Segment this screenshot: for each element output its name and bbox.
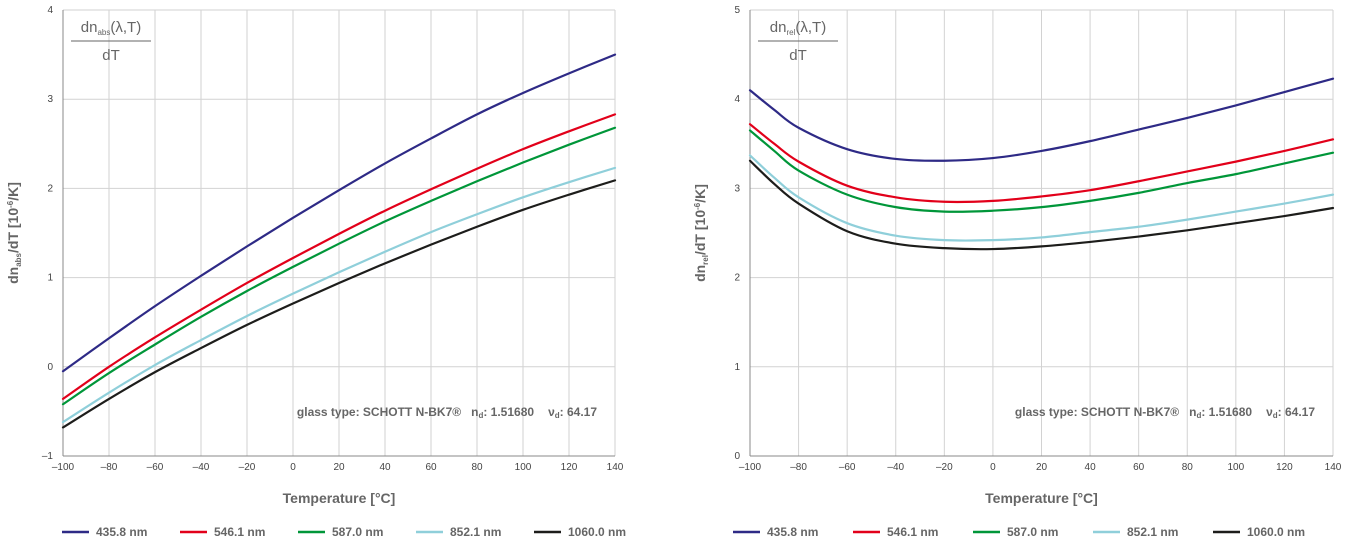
chart-panel-1: –100 –80 –60 –40 –20 0 20 40 60 80 100 120 140 –1 0 1 2 3… (5, 5, 626, 539)
legend-label-3: 587.0 nm (332, 525, 383, 539)
x-tick-label: 100 (1227, 462, 1244, 473)
legend-label-1: 435.8 nm (96, 525, 147, 539)
series-line-1 (61, 53, 617, 373)
series-line-1 (748, 77, 1335, 162)
glass-annotation: glass type: SCHOTT N-BK7® nd: 1.51680 νd: … (1015, 405, 1315, 420)
series-line-4 (748, 154, 1335, 242)
legend-label-5: 1060.0 nm (568, 525, 626, 539)
legend-label-2: 546.1 nm (214, 525, 265, 539)
x-axis-title: Temperature [°C] (985, 490, 1098, 506)
x-tick-label: –20 (239, 462, 256, 473)
y-tick-label: 2 (734, 273, 740, 284)
legend-label-4: 852.1 nm (1127, 525, 1178, 539)
x-tick-label: 80 (471, 462, 483, 473)
y-axis-title: dnrel/dT [10-6/K] (692, 184, 710, 282)
x-tick-label: –80 (790, 462, 807, 473)
x-tick-label: 20 (1036, 462, 1048, 473)
y-tick-label: –1 (42, 451, 54, 462)
x-tick-label: 120 (561, 462, 578, 473)
x-tick-label: 0 (290, 462, 296, 473)
formula-numerator: dnabs(λ,T) (81, 19, 141, 37)
legend: 435.8 nm 546.1 nm 587.0 nm 852.1 nm 1060.0 n… (733, 525, 1305, 539)
x-tick-label: –100 (739, 462, 762, 473)
formula-denominator: dT (789, 47, 807, 64)
series-line-3 (61, 126, 617, 406)
y-tick-label: 5 (734, 5, 740, 16)
legend-label-1: 435.8 nm (767, 525, 818, 539)
y-tick-label: 0 (734, 451, 740, 462)
x-tick-label: 120 (1276, 462, 1293, 473)
series-line-4 (61, 166, 617, 424)
x-tick-label: 40 (1085, 462, 1097, 473)
x-tick-label: 140 (607, 462, 624, 473)
legend-label-4: 852.1 nm (450, 525, 501, 539)
series-line-2 (748, 123, 1335, 204)
y-tick-label: 2 (47, 183, 53, 194)
x-tick-label: –20 (936, 462, 953, 473)
x-tick-label: –80 (101, 462, 118, 473)
x-tick-label: –40 (887, 462, 904, 473)
y-axis-title: dnabs/dT [10-6/K] (5, 182, 23, 284)
x-tick-label: 100 (515, 462, 532, 473)
y-tick-label: 4 (734, 94, 740, 105)
y-tick-label: 3 (734, 183, 740, 194)
formula-numerator: dnrel(λ,T) (770, 19, 826, 37)
x-tick-label: –60 (839, 462, 856, 473)
y-tick-label: 0 (47, 362, 53, 373)
y-tick-label: 3 (47, 94, 53, 105)
x-tick-label: –60 (147, 462, 164, 473)
legend-label-2: 546.1 nm (887, 525, 938, 539)
legend-label-3: 587.0 nm (1007, 525, 1058, 539)
y-tick-label: 4 (47, 5, 53, 16)
x-tick-label: 60 (425, 462, 437, 473)
glass-annotation: glass type: SCHOTT N-BK7® nd: 1.51680 νd: … (297, 405, 597, 420)
x-tick-label: 140 (1325, 462, 1342, 473)
x-tick-label: 60 (1133, 462, 1145, 473)
legend-label-5: 1060.0 nm (1247, 525, 1305, 539)
x-axis-title: Temperature [°C] (283, 490, 396, 506)
x-tick-label: 80 (1182, 462, 1194, 473)
formula-denominator: dT (102, 47, 120, 64)
y-tick-label: 1 (47, 273, 53, 284)
series-line-3 (748, 129, 1335, 213)
series-line-2 (61, 113, 617, 401)
x-tick-label: 0 (990, 462, 996, 473)
series-line-5 (748, 159, 1335, 251)
chart-panel-2: –100 –80 –60 –40 –20 0 20 40 60 80 100 120 140 0 1 2 3 4 5… (692, 5, 1342, 539)
x-tick-label: 40 (379, 462, 391, 473)
legend: 435.8 nm 546.1 nm 587.0 nm 852.1 nm 1060.0 n… (62, 525, 626, 539)
x-tick-label: –100 (52, 462, 75, 473)
x-tick-label: 20 (333, 462, 345, 473)
y-tick-label: 1 (734, 362, 740, 373)
x-tick-label: –40 (193, 462, 210, 473)
series-line-5 (61, 179, 617, 429)
